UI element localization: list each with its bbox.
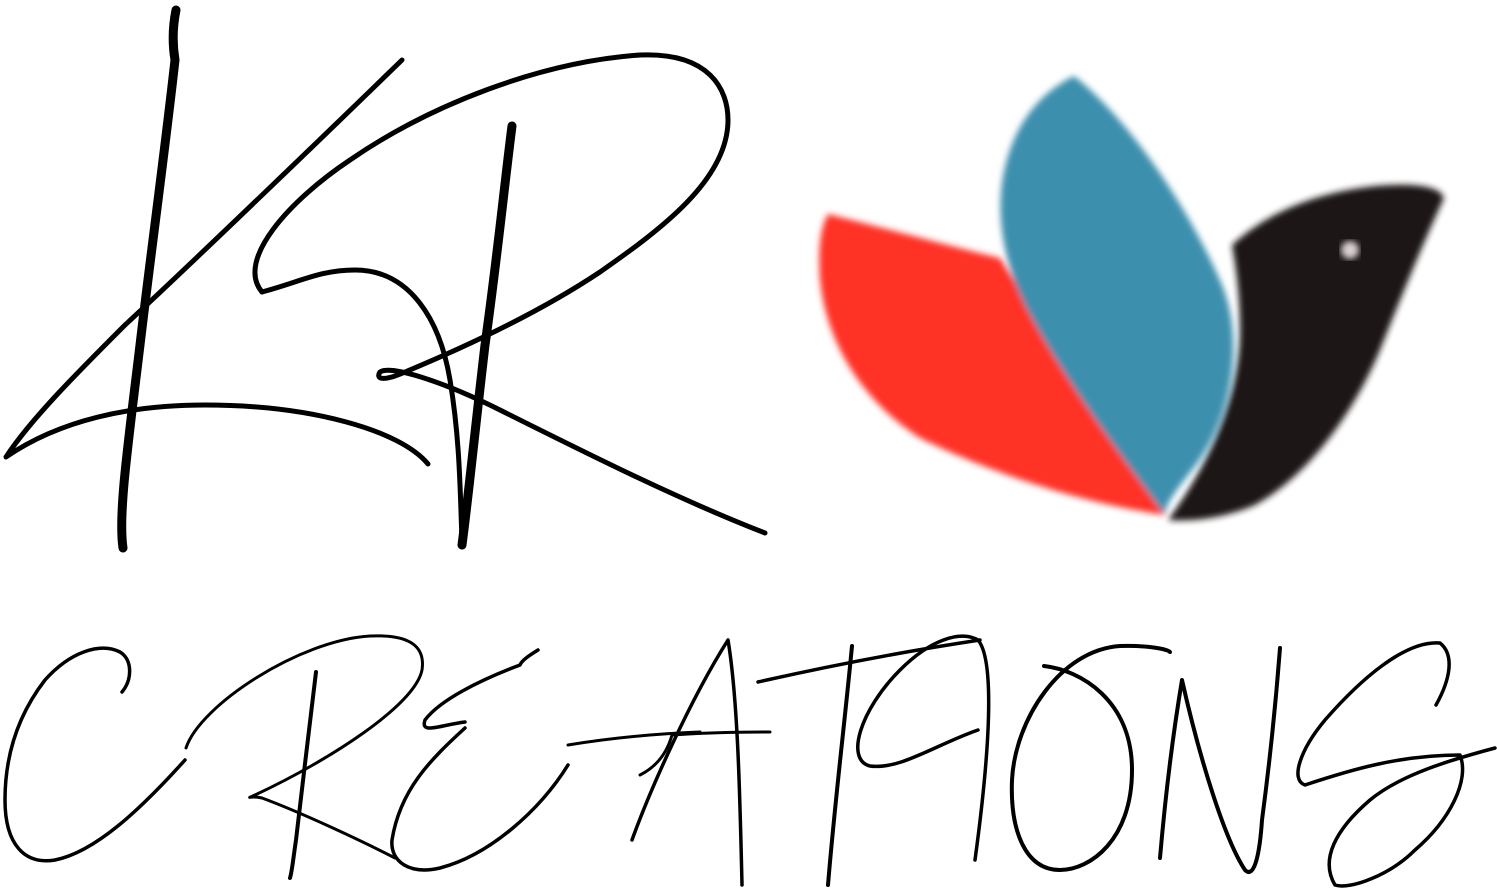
wordmark-s	[1296, 641, 1497, 888]
wordmark-i-loop	[856, 634, 991, 862]
wordmark-t-bar	[756, 638, 982, 684]
monogram-r-stem	[457, 121, 517, 550]
wordmark-r-stem	[288, 670, 318, 880]
monogram-kr	[3, 5, 768, 553]
monogram-r-inner-loop	[259, 267, 465, 543]
wordmark-e-top	[422, 648, 540, 730]
wordmark-a	[630, 638, 744, 887]
monogram-k-diagonal	[3, 57, 431, 467]
wordmark-r-bowl	[184, 634, 424, 860]
wordmark-o	[1009, 643, 1172, 872]
monogram-r-bowl	[252, 52, 768, 536]
wordmark-t-stem	[826, 644, 854, 887]
petal-black	[1168, 184, 1444, 521]
three-petal-bird-icon	[819, 76, 1444, 521]
petal-blue	[1000, 76, 1234, 515]
wordmark-creations	[3, 634, 1497, 888]
petal-red	[819, 214, 1165, 515]
wordmark-c	[3, 646, 187, 863]
wordmark-n	[1158, 646, 1282, 874]
monogram-k-stem	[117, 5, 181, 553]
bird-eye	[1341, 241, 1359, 259]
wordmark-a-cross	[638, 730, 772, 777]
wordmark-e-body	[390, 726, 570, 872]
monogram-text: KR	[0, 0, 2, 1]
